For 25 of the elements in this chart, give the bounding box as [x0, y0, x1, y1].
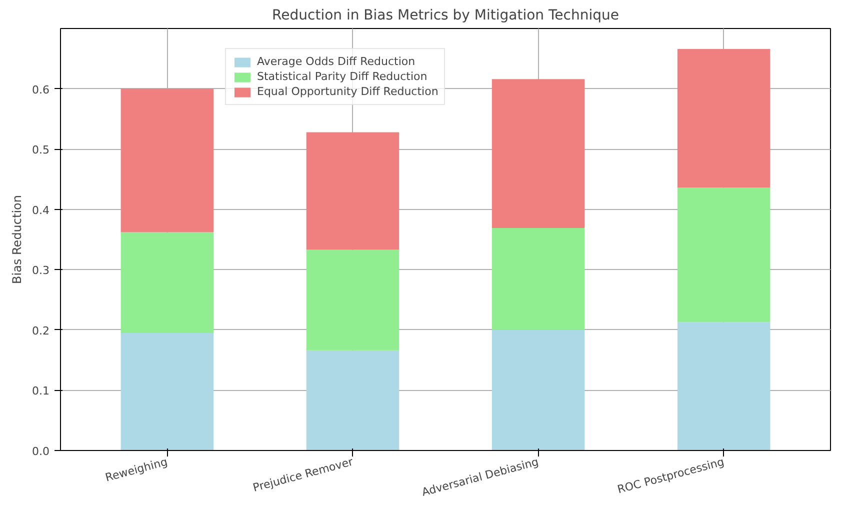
y-tick-label: 0.4 — [32, 204, 50, 217]
bar — [492, 79, 585, 228]
legend-label: Average Odds Diff Reduction — [257, 55, 416, 68]
y-tick-label: 0.3 — [32, 264, 50, 278]
x-tick-label: Prejudice Remover — [252, 455, 355, 494]
y-tick-label: 0.1 — [32, 384, 50, 398]
chart-title: Reduction in Bias Metrics by Mitigation Technique — [272, 8, 619, 24]
bar — [120, 332, 214, 450]
bar — [306, 132, 400, 250]
legend-label: Equal Opportunity Diff Reduction — [257, 85, 438, 98]
y-tick-label: 0.0 — [32, 445, 50, 458]
bar — [120, 88, 214, 232]
bar — [677, 48, 770, 188]
bar — [120, 232, 214, 333]
legend-label: Statistical Parity Diff Reduction — [257, 70, 428, 83]
bar — [306, 250, 400, 350]
bar — [492, 228, 585, 330]
bar — [306, 350, 400, 450]
bar — [492, 330, 585, 450]
bar — [677, 188, 770, 322]
y-axis-title: Bias Reduction — [10, 195, 24, 284]
y-tick-label: 0.2 — [32, 324, 50, 338]
y-tick-label: 0.5 — [32, 144, 50, 157]
y-tick-label: 0.6 — [32, 83, 50, 96]
bar — [677, 322, 770, 450]
